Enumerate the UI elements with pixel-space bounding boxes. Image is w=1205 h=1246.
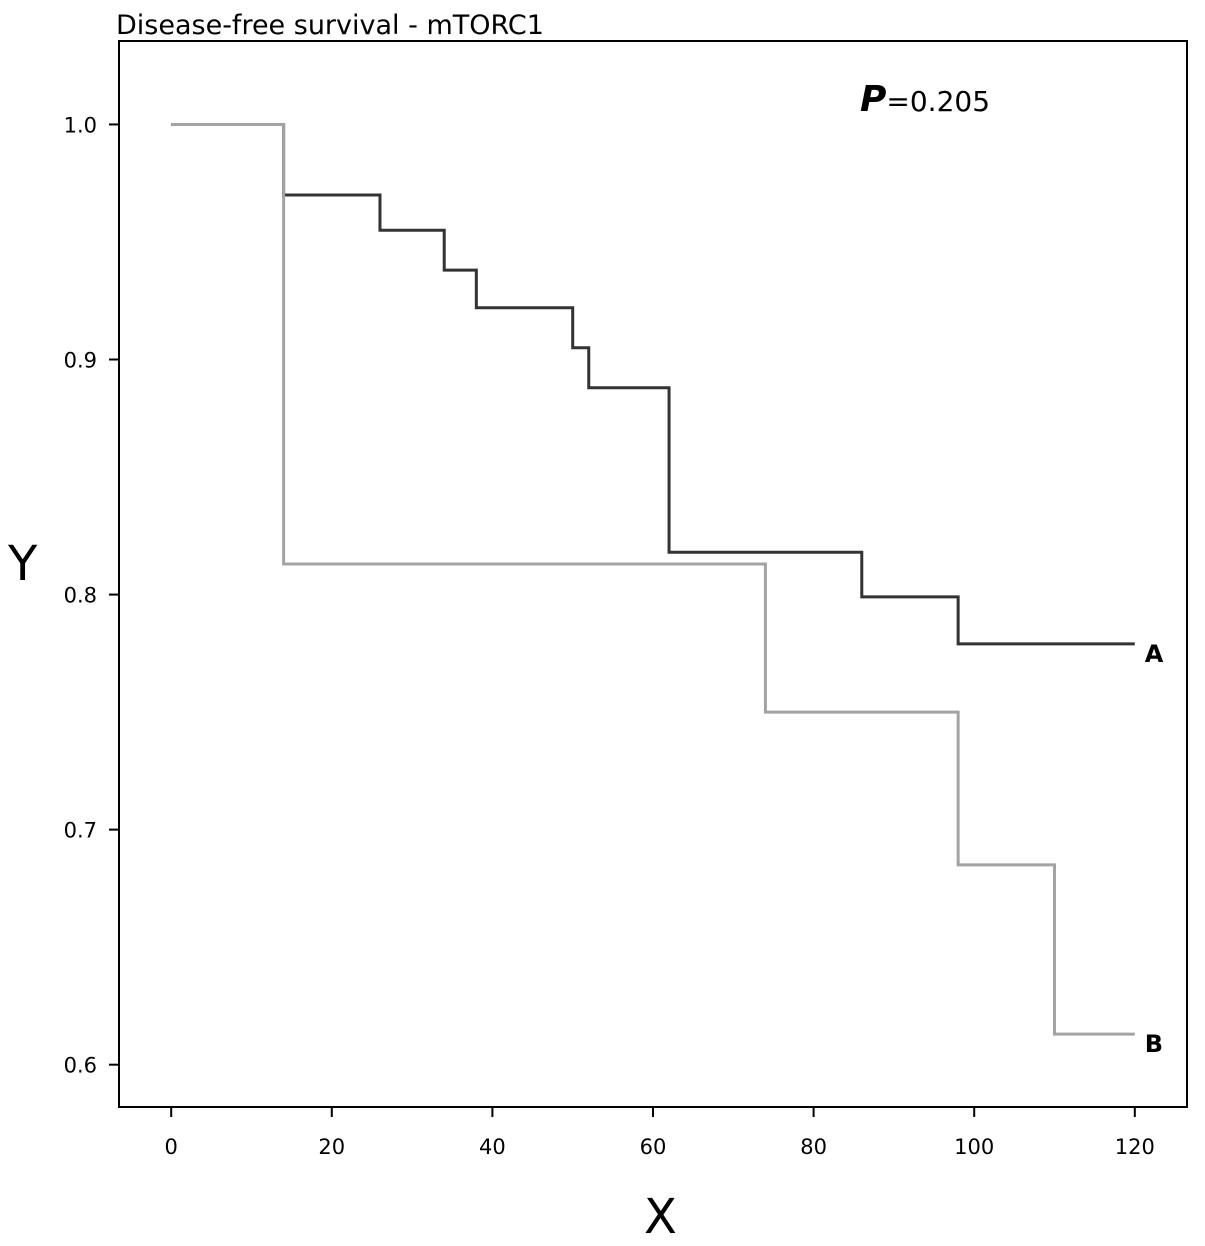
p-value-symbol: P: [860, 79, 886, 120]
x-axis-label: X: [644, 1189, 677, 1245]
x-tick-label: 0: [165, 1135, 178, 1159]
series-line-b: [171, 122, 1135, 1036]
y-tick-label: 0.8: [64, 584, 97, 608]
series-label-b: B: [1145, 1030, 1163, 1058]
x-tick-label: 100: [954, 1135, 994, 1159]
y-tick-label: 0.7: [64, 819, 97, 843]
x-tick-label: 40: [479, 1135, 506, 1159]
series-line-a: [171, 122, 1135, 646]
y-tick-label: 0.6: [64, 1054, 97, 1078]
p-value-number: =0.205: [886, 85, 990, 118]
plot-frame: [118, 40, 1188, 1108]
x-tick-label: 60: [640, 1135, 667, 1159]
series-label-a: A: [1145, 640, 1164, 668]
series-layer: AB: [171, 122, 1164, 1058]
x-tick-label: 120: [1115, 1135, 1155, 1159]
p-value-annotation: P=0.205: [860, 79, 990, 120]
y-axis: 0.6 0.7 0.8 0.9 1.0: [64, 113, 119, 1078]
y-tick-label: 0.9: [64, 349, 97, 373]
x-tick-label: 20: [318, 1135, 345, 1159]
y-tick-label: 1.0: [64, 113, 97, 137]
x-axis: 0 20 40 60 80 100 120: [165, 1107, 1155, 1159]
chart-title: Disease-free survival - mTORC1: [116, 10, 544, 41]
x-tick-label: 80: [800, 1135, 827, 1159]
y-axis-label: Y: [7, 536, 38, 592]
